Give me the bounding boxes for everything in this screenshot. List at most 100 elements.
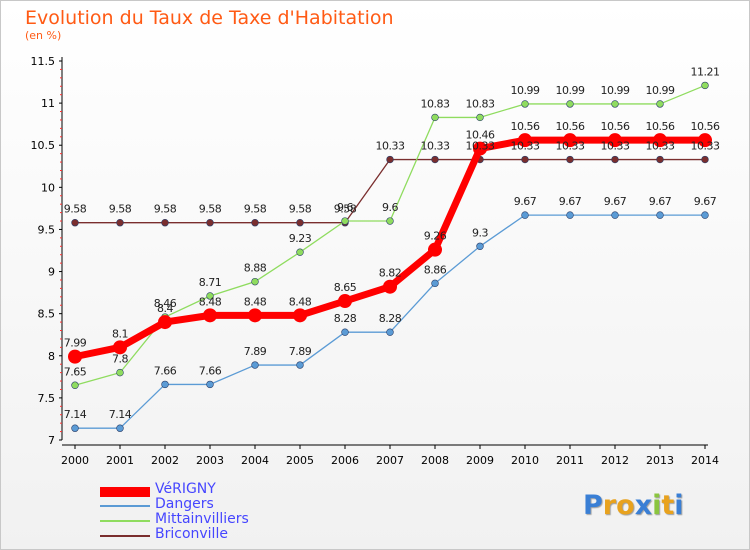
data-label: 9.67 (649, 195, 672, 208)
data-point (476, 113, 484, 122)
data-label: 10.56 (601, 120, 630, 133)
x-tick-label: 2007 (376, 454, 404, 467)
data-point (116, 219, 124, 227)
y-tick-label: 7 (48, 434, 55, 447)
data-point (566, 100, 574, 108)
data-point (476, 242, 484, 250)
chart-subtitle: (en %) (25, 29, 61, 42)
axes: 7 7.5 8 8.5 9 9.5 10 10.5 11 11.5 2000 2001 2002 2003… (31, 55, 720, 467)
data-point (293, 308, 307, 323)
data-label: 10.33 (511, 140, 540, 153)
data-point (296, 361, 304, 369)
data-point (428, 242, 442, 257)
data-label: 10.56 (511, 120, 540, 133)
data-point (296, 219, 304, 227)
series-lines (68, 81, 712, 432)
data-point (386, 328, 394, 336)
legend-swatch (100, 535, 150, 537)
data-label: 9.58 (199, 203, 222, 216)
legend-swatch (100, 520, 150, 522)
chart-title: Evolution du Taux de Taxe d'Habitation (25, 7, 394, 29)
data-label: 8.48 (199, 295, 222, 308)
data-point (611, 211, 619, 219)
y-tick-label: 8.5 (38, 308, 56, 321)
data-label: 8.88 (244, 262, 267, 275)
data-label: 10.83 (421, 97, 450, 110)
data-point (698, 133, 712, 148)
data-point (518, 133, 532, 148)
data-point (158, 315, 172, 330)
x-tick-label: 2009 (466, 454, 494, 467)
data-point (383, 279, 397, 294)
data-label: 10.99 (646, 84, 675, 97)
data-label: 7.65 (64, 365, 87, 378)
y-tick-label: 8 (48, 350, 55, 363)
data-label: 10.33 (466, 140, 495, 153)
data-point (251, 277, 259, 286)
x-tick-label: 2014 (691, 454, 719, 467)
data-label: 8.86 (424, 263, 447, 276)
logo-letter: P (583, 490, 603, 521)
data-point (611, 100, 619, 108)
legend-swatch (100, 487, 150, 497)
x-tick-label: 2000 (61, 454, 89, 467)
proxiti-logo: Proxiti (583, 490, 684, 521)
data-label: 10.33 (646, 140, 675, 153)
x-tick-label: 2013 (646, 454, 674, 467)
data-label: 8.4 (157, 302, 173, 315)
data-point (116, 368, 124, 377)
data-label: 7.99 (64, 337, 87, 350)
data-label: 8.28 (334, 312, 357, 325)
x-tick-label: 2005 (286, 454, 314, 467)
data-label: 9.67 (559, 195, 582, 208)
data-label: 10.99 (511, 84, 540, 97)
data-label: 10.33 (556, 140, 585, 153)
logo-letter: r (602, 490, 617, 521)
y-tick-label: 9.5 (38, 223, 56, 236)
data-point (251, 219, 259, 227)
data-label: 9.58 (244, 203, 267, 216)
data-point (296, 248, 304, 256)
data-point (563, 133, 577, 148)
logo-letter: o (616, 490, 635, 521)
data-point (341, 328, 349, 336)
data-label: 7.89 (244, 345, 267, 358)
data-label: 8.48 (289, 295, 312, 308)
data-point (386, 217, 394, 225)
data-point (521, 100, 529, 108)
data-label: 10.56 (556, 120, 585, 133)
x-tick-label: 2008 (421, 454, 449, 467)
data-label: 9.6 (337, 201, 353, 214)
data-point (248, 308, 262, 323)
data-point (338, 294, 352, 309)
data-point (431, 113, 439, 122)
data-label: 8.65 (334, 281, 357, 294)
data-point (206, 219, 214, 227)
y-tick-label: 10 (41, 181, 55, 194)
x-tick-label: 2010 (511, 454, 539, 467)
x-tick-label: 2004 (241, 454, 269, 467)
data-point (206, 292, 214, 300)
data-label: 10.33 (376, 140, 405, 153)
data-point (116, 424, 124, 432)
data-label: 9.67 (514, 195, 537, 208)
data-point (566, 211, 574, 219)
data-point (653, 133, 667, 148)
data-label: 7.8 (112, 353, 128, 366)
data-label: 9.23 (289, 232, 312, 245)
data-point (701, 211, 709, 219)
data-label: 10.33 (601, 140, 630, 153)
legend-label: Mittainvilliers (155, 511, 249, 527)
data-label: 10.46 (466, 129, 495, 142)
x-tick-label: 2011 (556, 454, 584, 467)
data-point (203, 308, 217, 323)
data-label: 7.66 (154, 364, 177, 377)
data-point (68, 349, 82, 364)
data-point (431, 155, 439, 164)
data-label: 8.82 (379, 267, 402, 280)
data-point (71, 381, 79, 389)
legend-label: Briconville (155, 526, 228, 542)
data-point (113, 340, 127, 355)
y-tick-label: 7.5 (38, 392, 56, 405)
